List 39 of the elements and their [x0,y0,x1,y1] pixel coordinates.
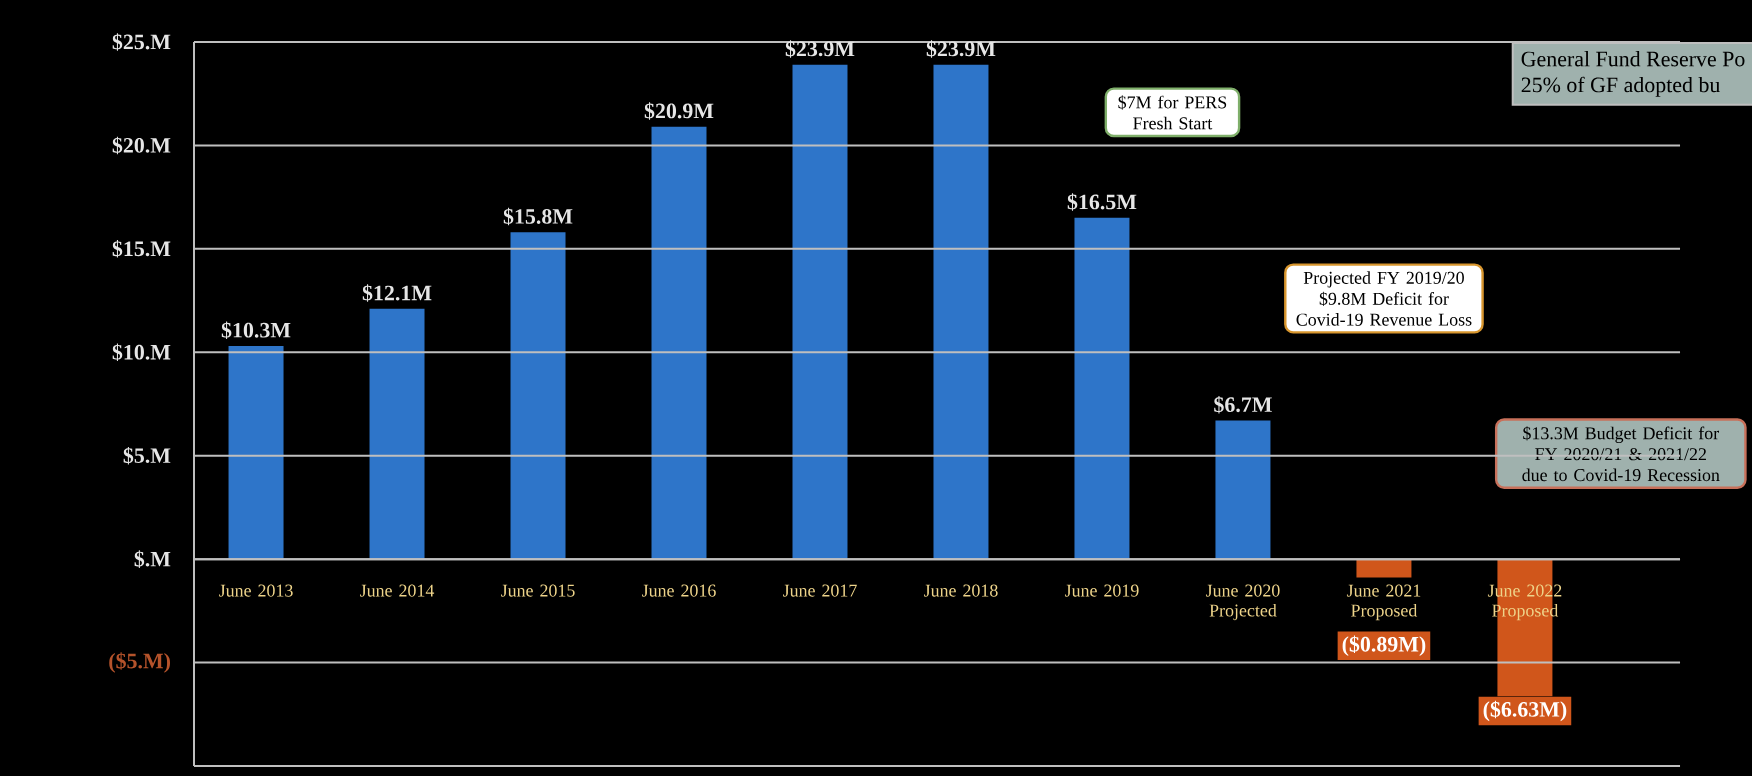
y-tick-label: $10.M [112,343,171,362]
bar [228,346,284,560]
x-tick-label: June 2014 [360,584,435,597]
data-label: ($0.89M) [1342,635,1426,657]
annotation: Projected FY 2019/20 $9.8M Deficit for Covid-19 Revenue Loss [1296,271,1472,326]
data-label: $23.9M [926,40,996,58]
data-label: ($6.63M) [1483,700,1567,722]
y-tick-label: $.M [134,550,171,568]
annotation: $7M for PERS Fresh Start [1118,95,1227,130]
bar [1215,420,1271,560]
data-label: $23.9M [785,40,855,58]
data-label: $16.5M [1067,193,1137,211]
data-label: $12.1M [362,284,432,302]
y-tick-label: $25.M [112,33,171,51]
y-tick-label: $15.M [112,240,171,258]
bar [792,64,848,560]
y-tick-label: ($5.M) [109,652,171,673]
x-tick-label: June 2019 [1064,584,1139,597]
x-tick-label: June 2016 [642,584,716,597]
x-tick-label: June 2017 [783,584,857,597]
bar [651,126,707,560]
data-label: $15.8M [503,207,573,226]
x-tick-label: June 2020 Projected [1205,584,1280,621]
annotation: 25% of GF adopted bu [1521,76,1721,97]
x-tick-label: June 2015 [501,584,575,597]
y-tick-label: $20.M [112,136,171,155]
y-tick-label: $5.M [123,446,171,465]
bar [933,64,989,560]
bar [510,232,566,560]
bar [369,308,425,560]
data-label: $20.9M [644,102,714,120]
bar [1074,217,1130,560]
annotation: General Fund Reserve Po [1521,51,1745,67]
x-tick-label: June 2021 Proposed [1346,584,1421,621]
x-tick-label: June 2013 [219,584,293,597]
data-label: $6.7M [1214,395,1272,414]
bar [1356,559,1412,578]
data-label: $10.3M [221,321,291,340]
x-tick-label: June 2018 [924,584,998,597]
